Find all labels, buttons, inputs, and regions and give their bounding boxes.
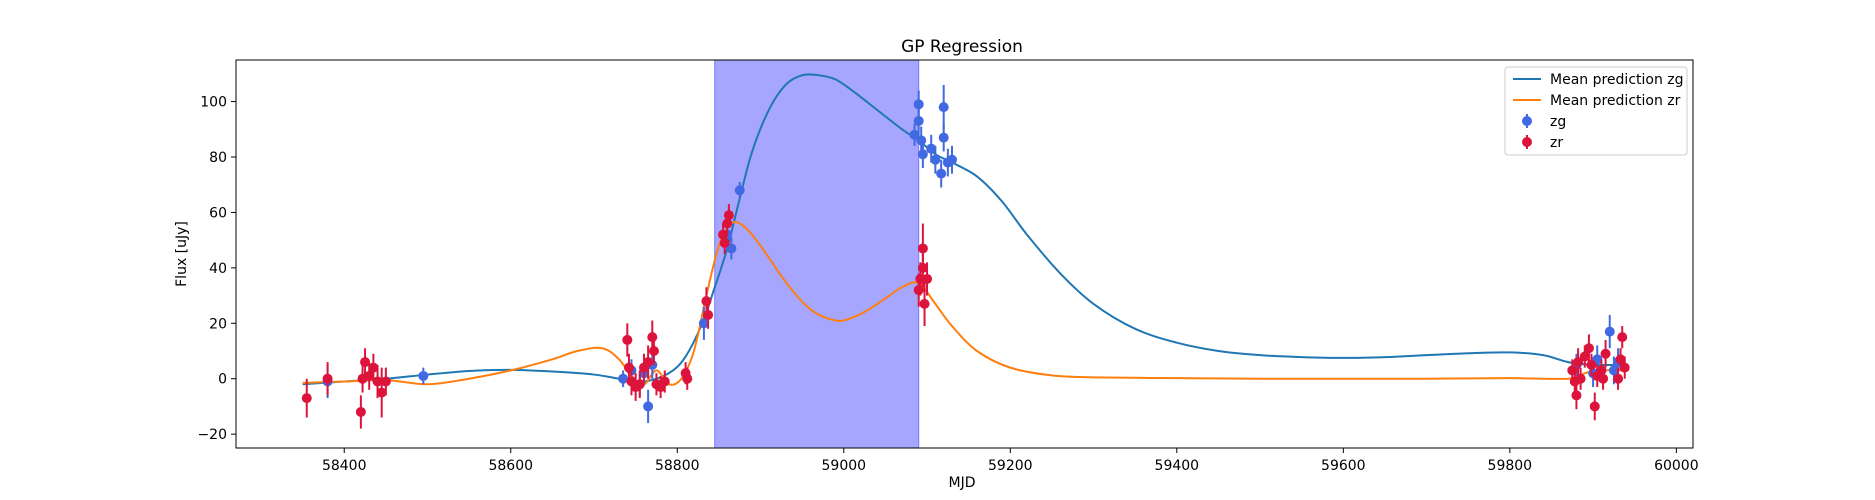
legend-swatch xyxy=(1522,116,1532,126)
x-tick-label: 59600 xyxy=(1321,458,1366,474)
data-point xyxy=(726,243,737,254)
data-point xyxy=(618,373,629,384)
data-point xyxy=(917,243,928,254)
y-tick-label: 40 xyxy=(209,261,227,277)
data-point xyxy=(701,296,712,307)
data-point xyxy=(917,149,928,160)
data-point xyxy=(1571,390,1582,401)
data-point xyxy=(623,362,634,373)
data-point xyxy=(376,387,387,398)
data-point xyxy=(301,393,312,404)
x-tick-label: 59800 xyxy=(1488,458,1533,474)
data-point xyxy=(372,376,383,387)
data-point xyxy=(703,309,714,320)
y-tick-label: 80 xyxy=(209,150,227,166)
shaded-region xyxy=(714,60,920,448)
data-point xyxy=(643,357,654,368)
axes: 58400 58600 58800 59000 59200 59400 59600 59800… xyxy=(197,59,1699,474)
data-point xyxy=(322,373,333,384)
y-tick-label: −20 xyxy=(197,427,227,443)
x-tick-label: 60000 xyxy=(1654,458,1699,474)
series-line-zg xyxy=(302,73,1623,386)
data-point xyxy=(698,318,709,329)
series-points-zg xyxy=(322,84,1624,424)
data-point xyxy=(1604,326,1615,337)
data-point xyxy=(1579,351,1590,362)
data-point xyxy=(1608,365,1619,376)
data-point xyxy=(1575,373,1586,384)
legend-swatch xyxy=(1522,137,1532,147)
data-point xyxy=(1598,373,1609,384)
data-point xyxy=(719,237,730,248)
data-point xyxy=(355,406,366,417)
y-axis-label: Flux [uJy] xyxy=(174,221,190,287)
data-point xyxy=(380,376,391,387)
legend: Mean prediction zg Mean prediction zr zg zr xyxy=(1504,66,1688,156)
x-axis-label: MJD xyxy=(949,475,976,491)
data-point xyxy=(938,132,949,143)
data-point xyxy=(1613,373,1624,384)
data-point xyxy=(938,102,949,113)
data-point xyxy=(682,373,693,384)
legend-label: zr xyxy=(1550,135,1563,151)
series-line-zr xyxy=(302,220,1623,386)
data-point xyxy=(368,362,379,373)
chart-title: GP Regression xyxy=(901,37,1023,57)
data-point xyxy=(1617,332,1628,343)
x-tick-label: 58400 xyxy=(322,458,367,474)
data-point xyxy=(659,376,670,387)
data-point xyxy=(634,379,645,390)
data-point xyxy=(926,143,937,154)
data-point xyxy=(1586,359,1597,370)
data-point xyxy=(734,185,745,196)
y-tick-label: 100 xyxy=(200,95,227,111)
data-point xyxy=(919,298,930,309)
data-point xyxy=(916,135,927,146)
series-points-zr xyxy=(301,204,1630,429)
data-point xyxy=(913,115,924,126)
data-point xyxy=(648,346,659,356)
data-point xyxy=(913,99,924,110)
x-tick-label: 59200 xyxy=(988,458,1033,474)
data-point xyxy=(622,334,633,345)
data-point xyxy=(418,370,429,381)
data-point xyxy=(1573,357,1584,368)
y-tick-label: 0 xyxy=(218,372,227,388)
x-tick-label: 59000 xyxy=(822,458,867,474)
legend-label: Mean prediction zr xyxy=(1550,93,1681,109)
plot-frame xyxy=(235,59,1694,449)
data-point xyxy=(909,129,920,140)
data-point xyxy=(1615,354,1626,365)
legend-box xyxy=(1504,66,1688,156)
x-tick-label: 58600 xyxy=(488,458,533,474)
x-tick-label: 59400 xyxy=(1155,458,1200,474)
y-tick-label: 60 xyxy=(209,205,227,221)
data-point xyxy=(723,210,734,221)
data-point xyxy=(360,357,371,368)
data-point xyxy=(930,154,941,165)
data-point xyxy=(1589,401,1600,412)
data-point xyxy=(936,168,947,179)
data-point xyxy=(364,370,375,381)
data-point xyxy=(1600,348,1611,359)
legend-label: zg xyxy=(1550,114,1566,130)
legend-label: Mean prediction zg xyxy=(1550,72,1684,88)
plot-area xyxy=(301,60,1630,448)
data-point xyxy=(947,154,958,165)
data-point xyxy=(1619,362,1630,373)
y-tick-label: 20 xyxy=(209,316,227,332)
data-point xyxy=(643,401,654,412)
data-point xyxy=(922,273,933,284)
data-point xyxy=(647,332,658,343)
data-point xyxy=(1583,343,1594,354)
data-point xyxy=(1567,365,1578,376)
data-point xyxy=(722,218,733,229)
x-tick-label: 58800 xyxy=(655,458,700,474)
